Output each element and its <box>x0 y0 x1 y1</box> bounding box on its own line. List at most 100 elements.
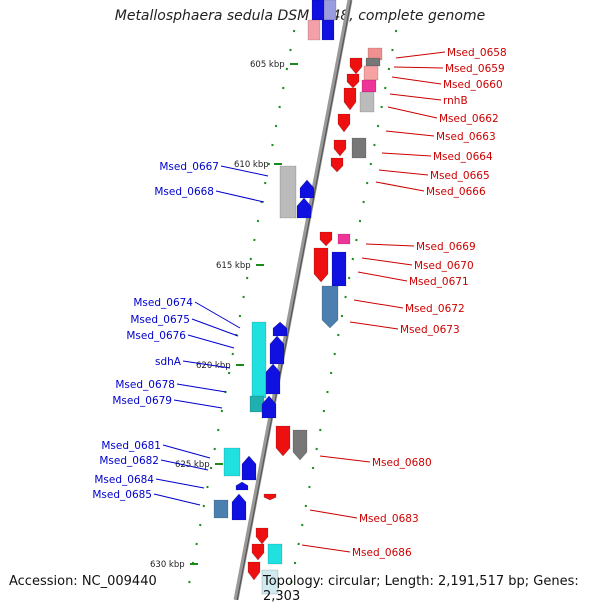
gene-block <box>273 322 287 336</box>
gene-block <box>312 0 324 20</box>
gene-block <box>264 494 276 500</box>
gene-label-leader <box>392 77 441 84</box>
gene-block <box>248 562 260 580</box>
gene-block <box>242 456 256 480</box>
gene-block <box>280 166 296 218</box>
gene-label-leader <box>386 131 434 136</box>
gene-block <box>300 180 314 198</box>
gene-block <box>322 286 338 328</box>
reverse-gene-label: Msed_0671 <box>409 276 469 288</box>
gene-label-leader <box>188 335 234 348</box>
gene-block <box>344 88 356 110</box>
forward-gene-label: Msed_0668 <box>154 186 214 198</box>
gene-block <box>347 74 359 88</box>
gene-label-leader <box>174 400 222 408</box>
reverse-gene-label: Msed_0686 <box>352 547 412 559</box>
reverse-gene-label: rnhB <box>443 95 468 107</box>
scale-tick-label: 625 kbp <box>175 460 210 470</box>
gene-label-leader <box>366 244 414 246</box>
forward-gene-label: Msed_0681 <box>101 440 161 452</box>
reverse-gene-label: Msed_0664 <box>433 151 493 163</box>
gene-label-leader <box>320 456 370 462</box>
gene-block <box>352 138 366 158</box>
gene-label-leader <box>358 272 407 281</box>
gene-block <box>224 448 240 476</box>
gene-label-leader <box>379 170 428 175</box>
gene-block <box>366 58 380 66</box>
forward-gene-label: Msed_0685 <box>92 489 152 501</box>
gene-block <box>232 494 246 520</box>
forward-gene-label: Msed_0676 <box>126 330 186 342</box>
gene-block <box>293 430 307 460</box>
gene-block <box>338 114 350 132</box>
reverse-gene-label: Msed_0660 <box>443 79 503 91</box>
gene-label-leader <box>302 545 350 552</box>
forward-gene-label: Msed_0675 <box>130 314 190 326</box>
gene-label-leader <box>216 191 264 202</box>
gene-block <box>252 322 266 398</box>
gene-block <box>320 232 332 246</box>
forward-gene-label: Msed_0674 <box>133 297 193 309</box>
scale-tick-label: 630 kbp <box>150 560 185 570</box>
gene-label-leader <box>192 319 238 336</box>
gene-block <box>332 252 346 286</box>
gene-block <box>364 66 378 80</box>
reverse-gene-label: Msed_0663 <box>436 131 496 143</box>
gene-block <box>331 158 343 172</box>
gene-label-leader <box>362 258 412 265</box>
reverse-gene-label: Msed_0666 <box>426 186 486 198</box>
gene-block <box>276 426 290 456</box>
forward-gene-label: Msed_0678 <box>115 379 175 391</box>
forward-gene-label: Msed_0684 <box>94 474 154 486</box>
reverse-gene-label: Msed_0670 <box>414 260 474 272</box>
gene-label-leader <box>354 300 403 308</box>
reverse-gene-label: Msed_0683 <box>359 513 419 525</box>
gene-label-leader <box>156 479 204 488</box>
reverse-gene-label: Msed_0658 <box>447 47 507 59</box>
scale-tick-label: 610 kbp <box>234 160 269 170</box>
gene-label-leader <box>390 94 441 100</box>
gene-label-leader <box>394 67 443 68</box>
forward-gene-label: Msed_0679 <box>112 395 172 407</box>
gene-label-leader <box>163 445 210 458</box>
gene-label-leader <box>388 107 437 118</box>
accession-text: Accession: NC_009440 <box>9 574 157 589</box>
gene-block <box>268 544 282 564</box>
reverse-gene-label: Msed_0669 <box>416 241 476 253</box>
gene-block <box>334 140 346 156</box>
scale-tick-label: 605 kbp <box>250 60 285 70</box>
gene-label-leader <box>350 322 398 329</box>
forward-gene-label: Msed_0682 <box>99 455 159 467</box>
gene-label-leader <box>376 182 424 191</box>
reverse-gene-label: Msed_0662 <box>439 113 499 125</box>
gene-label-leader <box>195 302 240 328</box>
gene-block <box>362 80 376 92</box>
gene-block <box>214 500 228 518</box>
gene-block <box>350 58 362 74</box>
gene-block <box>360 92 374 112</box>
reverse-gene-label: Msed_0659 <box>445 63 505 75</box>
reverse-gene-label: Msed_0673 <box>400 324 460 336</box>
reverse-gene-label: Msed_0672 <box>405 303 465 315</box>
gene-label-leader <box>154 494 200 505</box>
gene-block <box>297 198 311 218</box>
forward-gene-label: Msed_0667 <box>159 161 219 173</box>
reverse-gene-label: Msed_0680 <box>372 457 432 469</box>
gene-label-leader <box>382 153 431 156</box>
reverse-gene-label: Msed_0665 <box>430 170 490 182</box>
gene-block <box>322 20 334 40</box>
gene-block <box>236 482 248 490</box>
gene-block <box>308 20 320 40</box>
gene-block <box>338 234 350 244</box>
gene-block <box>324 0 336 20</box>
scale-tick-label: 615 kbp <box>216 261 251 271</box>
gene-label-leader <box>396 52 445 58</box>
gene-block <box>256 528 268 544</box>
gene-block <box>252 544 264 560</box>
forward-gene-label: sdhA <box>155 356 182 368</box>
gene-block <box>314 248 328 282</box>
gene-block <box>270 336 284 364</box>
gene-label-leader <box>177 384 226 392</box>
gene-label-leader <box>310 510 357 518</box>
